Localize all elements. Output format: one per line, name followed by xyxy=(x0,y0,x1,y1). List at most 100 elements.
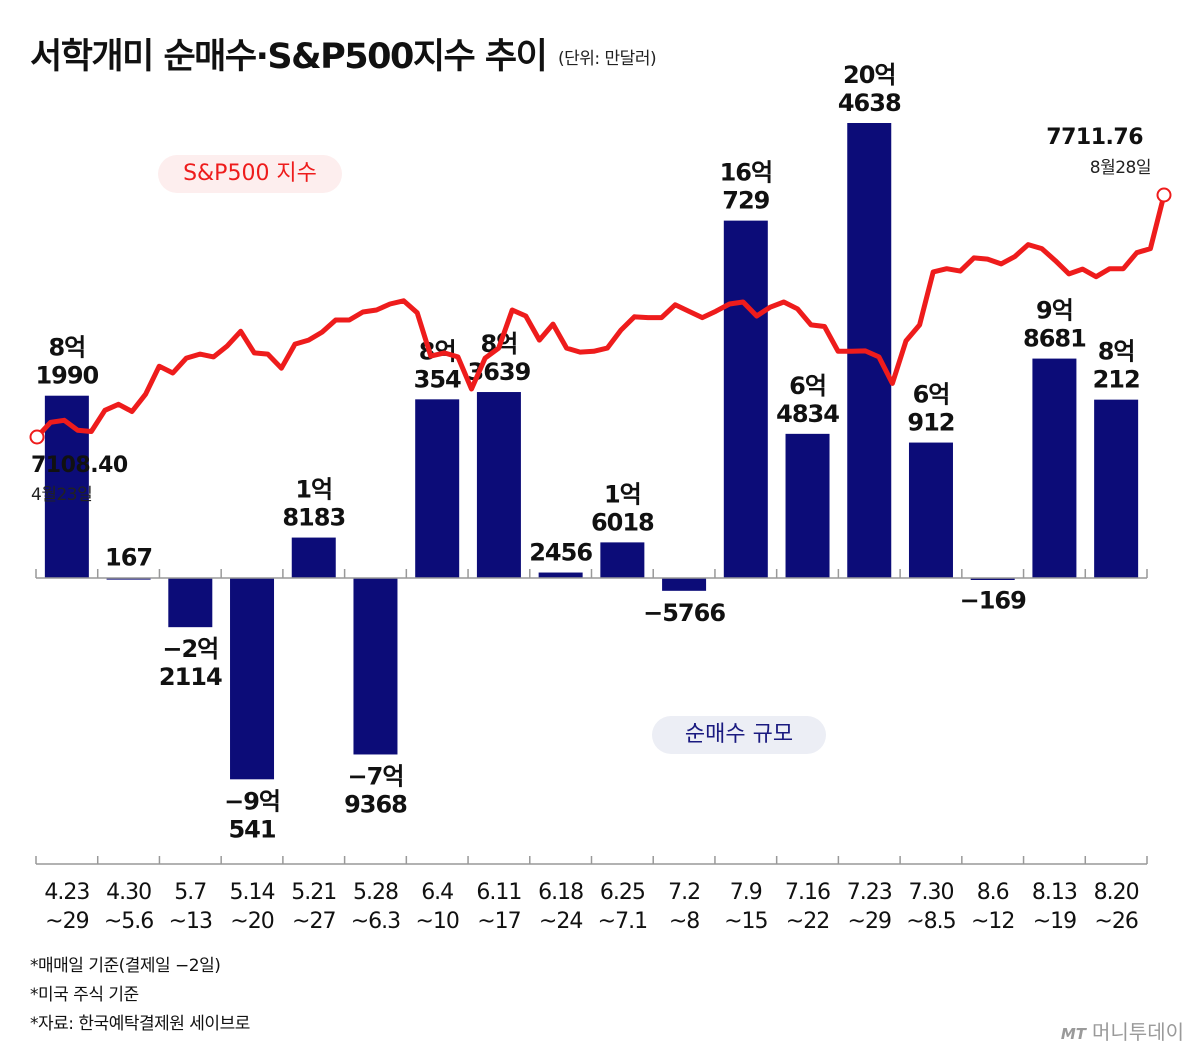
x-tick-label-12-1: ~22 xyxy=(786,909,829,934)
x-tick-label-0-0: 4.23 xyxy=(44,880,89,905)
bar-value-label-17-0: 8억 xyxy=(1098,338,1135,366)
sp500-start-date: 4월23일 xyxy=(31,485,92,505)
sp500-legend-label: S&P500 지수 xyxy=(158,155,342,193)
x-tick-label-9-0: 6.25 xyxy=(600,880,645,905)
bar-9 xyxy=(600,542,645,578)
bar-value-label-9-0: 1억 xyxy=(604,480,641,508)
bar-value-label-16-0: 9억 xyxy=(1036,297,1073,325)
bar-value-label-9-1: 6018 xyxy=(591,508,654,536)
x-tick-label-7-0: 6.11 xyxy=(476,880,521,905)
bar-value-label-0-0: 8억 xyxy=(48,334,85,362)
x-tick-label-15-0: 8.6 xyxy=(977,880,1009,905)
x-axis-ticks: 4.23 ~29 4.30 ~5.6 5.7 ~13 5.14 ~20 5.21 ~27 5.28 ~… xyxy=(35,569,1148,934)
sp500-end-value: 7711.76 xyxy=(1046,125,1143,150)
footnote-trade-date: *매매일 기준(결제일 −2일) xyxy=(30,956,221,976)
bar-value-label-10-0: −5766 xyxy=(643,599,725,627)
bar-3 xyxy=(230,578,275,780)
x-tick-label-3-1: ~20 xyxy=(230,909,273,934)
x-tick-label-0-1: ~29 xyxy=(45,909,88,934)
x-tick-label-9-1: ~7.1 xyxy=(598,909,647,934)
bar-value-label-4-0: 1억 xyxy=(295,476,332,504)
x-tick-label-11-0: 7.9 xyxy=(730,880,762,905)
x-tick-label-8-0: 6.18 xyxy=(538,880,583,905)
bar-value-label-1-0: 167 xyxy=(105,544,152,572)
x-tick-label-1-0: 4.30 xyxy=(106,880,151,905)
footnote-source: *자료: 한국예탁결제원 세이브로 xyxy=(30,1014,250,1034)
bar-value-labels: 8억1990167−2억2114−9억5411억8183−7억93688억354… xyxy=(35,61,1140,843)
bar-17 xyxy=(1094,399,1139,578)
x-tick-label-2-1: ~13 xyxy=(169,909,212,934)
sp500-end-marker xyxy=(1156,187,1172,203)
x-tick-label-11-1: ~15 xyxy=(724,909,767,934)
bar-value-label-0-1: 1990 xyxy=(35,362,98,390)
bar-value-label-11-1: 729 xyxy=(722,187,769,215)
net-buy-legend-label: 순매수 규모 xyxy=(652,716,826,754)
bar-value-label-12-1: 4834 xyxy=(776,400,839,428)
x-tick-label-6-1: ~10 xyxy=(415,909,458,934)
unit-note: (단위: 만달러) xyxy=(558,49,657,69)
x-tick-label-16-0: 8.13 xyxy=(1032,880,1077,905)
x-tick-label-15-1: ~12 xyxy=(971,909,1014,934)
x-tick-label-12-0: 7.16 xyxy=(785,880,830,905)
bar-value-label-2-1: 2114 xyxy=(159,663,222,691)
publisher-logo: MT 머니투데이 xyxy=(1061,1016,1184,1045)
x-tick-label-1-1: ~5.6 xyxy=(104,909,153,934)
x-tick-label-2-0: 5.7 xyxy=(174,880,206,905)
logo-name: 머니투데이 xyxy=(1092,1020,1184,1044)
bar-series xyxy=(44,123,1139,780)
bar-value-label-15-0: −169 xyxy=(960,586,1027,614)
sp500-start-value: 7108.40 xyxy=(31,453,128,478)
x-tick-label-4-1: ~27 xyxy=(292,909,335,934)
bar-14 xyxy=(908,442,953,578)
bar-value-label-3-0: −9억 xyxy=(224,787,280,815)
bar-value-label-12-0: 6억 xyxy=(789,372,826,400)
x-tick-label-14-0: 7.30 xyxy=(908,880,953,905)
bar-15 xyxy=(970,578,1015,580)
bar-value-label-17-1: 212 xyxy=(1093,366,1140,394)
bar-value-label-14-0: 6억 xyxy=(913,381,950,409)
bar-value-label-14-1: 912 xyxy=(907,409,954,437)
bar-value-label-5-0: −7억 xyxy=(348,762,404,790)
x-tick-label-16-1: ~19 xyxy=(1033,909,1076,934)
bar-7 xyxy=(476,392,521,578)
bar-value-label-13-0: 20억 xyxy=(843,61,895,89)
bar-2 xyxy=(168,578,213,628)
x-tick-label-17-0: 8.20 xyxy=(1094,880,1139,905)
bar-16 xyxy=(1032,358,1077,578)
x-tick-label-5-1: ~6.3 xyxy=(351,909,400,934)
footnote-us-stocks: *미국 주식 기준 xyxy=(30,985,139,1005)
x-tick-label-7-1: ~17 xyxy=(477,909,520,934)
sp500-line xyxy=(34,192,1167,440)
bar-5 xyxy=(353,578,398,755)
bar-10 xyxy=(662,578,707,591)
bar-value-label-4-1: 8183 xyxy=(282,504,345,532)
bar-11 xyxy=(723,220,768,578)
x-tick-label-17-1: ~26 xyxy=(1094,909,1137,934)
bar-4 xyxy=(291,537,336,578)
bar-12 xyxy=(785,433,830,578)
logo-mark: MT xyxy=(1060,1025,1086,1043)
x-tick-label-5-0: 5.28 xyxy=(353,880,398,905)
bar-value-label-5-1: 9368 xyxy=(344,790,407,818)
bar-value-label-16-1: 8681 xyxy=(1023,325,1086,353)
sp500-start-marker xyxy=(29,429,45,445)
bar-8 xyxy=(538,572,583,578)
bar-value-label-3-1: 541 xyxy=(228,815,275,843)
bar-value-label-8-0: 2456 xyxy=(529,539,592,567)
bar-0 xyxy=(44,395,89,578)
bar-value-label-6-1: 354 xyxy=(414,365,461,393)
x-tick-label-10-1: ~8 xyxy=(669,909,699,934)
x-tick-label-10-0: 7.2 xyxy=(668,880,700,905)
x-tick-label-13-1: ~29 xyxy=(848,909,891,934)
bar-value-label-13-1: 4638 xyxy=(838,89,901,117)
x-tick-label-4-0: 5.21 xyxy=(291,880,336,905)
x-tick-label-13-0: 7.23 xyxy=(847,880,892,905)
x-tick-label-14-1: ~8.5 xyxy=(906,909,955,934)
sp500-end-date: 8월28일 xyxy=(1090,158,1151,178)
x-tick-label-3-0: 5.14 xyxy=(230,880,275,905)
page-title: 서학개미 순매수·S&P500지수 추이 xyxy=(30,37,548,77)
x-tick-label-8-1: ~24 xyxy=(539,909,582,934)
bar-value-label-2-0: −2억 xyxy=(162,635,218,663)
bar-value-label-11-0: 16억 xyxy=(720,159,772,187)
